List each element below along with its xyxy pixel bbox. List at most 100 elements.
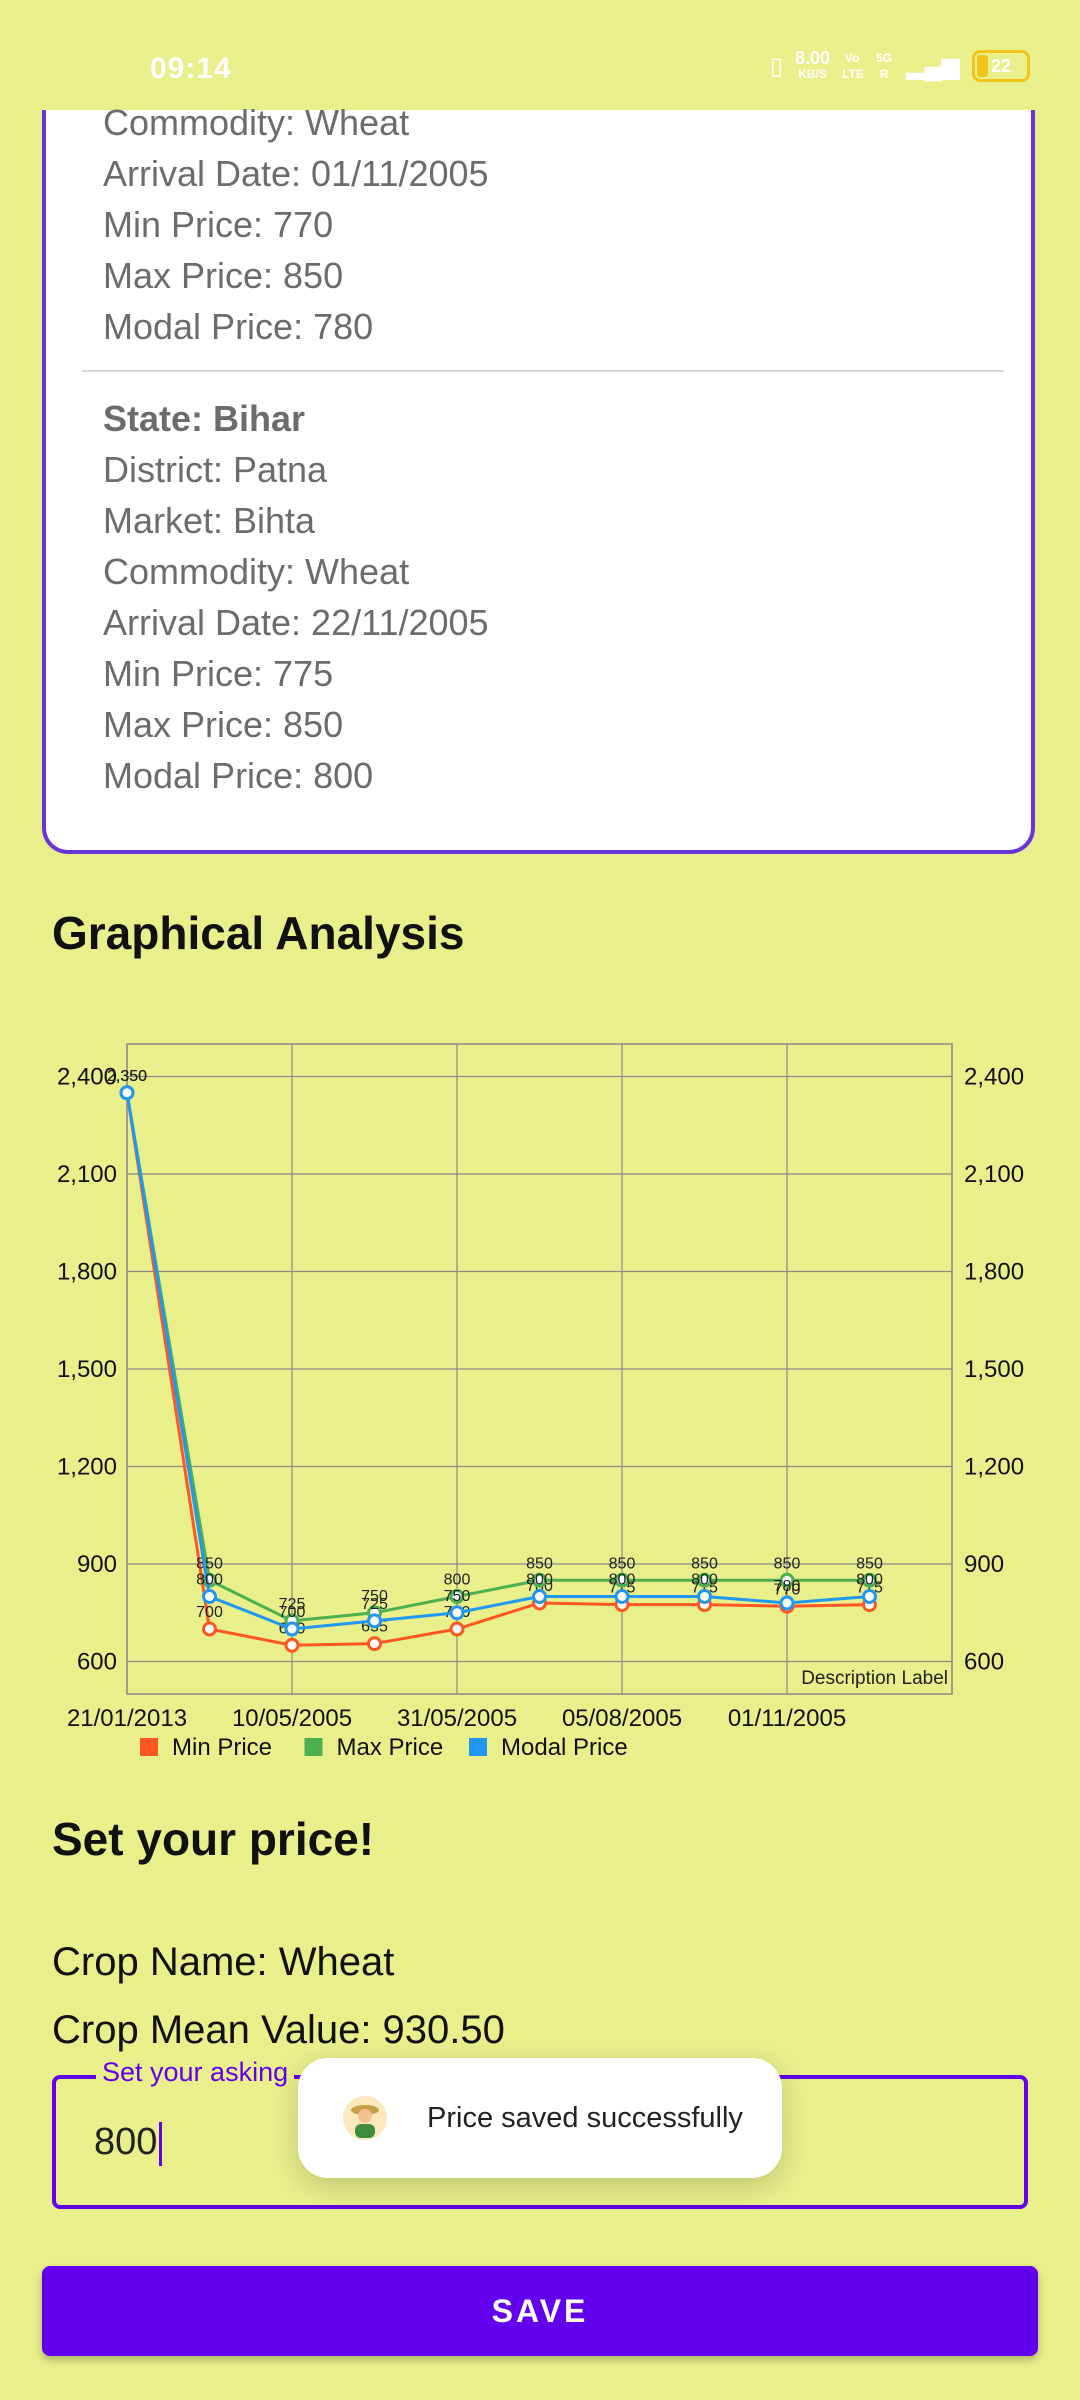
data-value-label: 750 [361, 1588, 388, 1605]
data-point [532, 1589, 547, 1604]
vibrate-icon: ▯ [769, 52, 784, 80]
net-speed: 8.00 KB/S [795, 48, 831, 81]
crop-mean-value: Crop Mean Value: 930.50 [52, 2008, 505, 2052]
y-tick-label-left: 900 [77, 1551, 117, 1578]
data-point [449, 1621, 465, 1637]
data-point [697, 1589, 712, 1604]
data-point [202, 1589, 217, 1604]
data-value-label: 850 [856, 1555, 883, 1572]
x-tick-label: 21/01/2013 [67, 1705, 187, 1732]
x-tick-label: 01/11/2005 [728, 1705, 846, 1732]
data-point [779, 1572, 795, 1588]
crop-name: Crop Name: Wheat [52, 1940, 395, 1984]
save-button[interactable]: SAVE [42, 2266, 1038, 2356]
data-point [284, 1621, 300, 1637]
data-value-label: 775 [856, 1580, 883, 1597]
toast-message: Price saved successfully [427, 2101, 743, 2134]
x-tick-label: 31/05/2005 [397, 1705, 517, 1732]
data-value-label: 770 [774, 1581, 801, 1598]
record-divider [82, 370, 1004, 372]
data-point [449, 1589, 465, 1604]
data-value-label: 850 [196, 1555, 223, 1572]
signal-icon: ▂▄▆ [906, 52, 960, 80]
legend-label: Max Price [337, 1734, 444, 1761]
legend-swatch [469, 1738, 487, 1756]
data-value-label: 780 [774, 1578, 801, 1595]
farmer-app-icon [343, 2096, 387, 2140]
data-value-label: 750 [444, 1588, 471, 1605]
legend-swatch [304, 1738, 323, 1756]
network-type: 5G R [876, 51, 893, 81]
y-tick-label-right: 600 [964, 1649, 1004, 1676]
data-value-label: 850 [774, 1555, 801, 1572]
text-caret [159, 2121, 163, 2166]
graphical-analysis-title: Graphical Analysis [52, 907, 465, 959]
series-line [125, 1092, 870, 1647]
data-value-label: 800 [856, 1572, 883, 1589]
data-point [367, 1636, 382, 1652]
series-line [125, 1092, 870, 1631]
data-value-label: 775 [609, 1580, 636, 1597]
y-tick-label-left: 2,400 [57, 1064, 117, 1091]
data-value-label: 725 [361, 1596, 388, 1613]
data-value-label: 775 [691, 1580, 718, 1597]
data-point [697, 1572, 712, 1588]
record-min-price: Min Price: 775 [103, 653, 334, 694]
data-value-label: 2,350 [107, 1068, 147, 1085]
legend-swatch [140, 1738, 158, 1756]
data-value-label: 2,350 [107, 1068, 147, 1085]
data-value-label: 800 [609, 1572, 636, 1589]
data-value-label: 800 [196, 1572, 223, 1589]
record-commodity: Commodity: Wheat [103, 102, 410, 143]
record-commodity: Commodity: Wheat [103, 551, 410, 592]
data-value-label: 700 [279, 1604, 306, 1621]
data-value-label: 850 [526, 1555, 553, 1572]
data-point [532, 1572, 547, 1588]
record-min-price: Min Price: 770 [103, 204, 334, 245]
price-line-chart[interactable]: 600 600 900 900 1,200 1,200 1,500 1,500 1,800 1,8… [0, 1020, 1080, 1770]
record-max-price: Max Price: 850 [103, 704, 344, 745]
data-value-label: 850 [609, 1555, 636, 1572]
data-point [862, 1572, 877, 1588]
record-modal-price: Modal Price: 800 [103, 755, 374, 796]
data-value-label: 800 [444, 1572, 471, 1589]
data-value-label: 700 [196, 1604, 223, 1621]
data-value-label: 725 [279, 1596, 306, 1613]
record-state: State: Bihar [103, 398, 306, 439]
data-point [119, 1085, 135, 1101]
data-point [367, 1613, 382, 1629]
y-tick-label-right: 1,200 [964, 1454, 1024, 1481]
data-value-label: 800 [526, 1572, 553, 1589]
y-tick-label-right: 2,100 [964, 1161, 1024, 1188]
data-point [862, 1589, 877, 1604]
legend-label: Min Price [172, 1734, 272, 1761]
asking-price-label: Set your asking [96, 2057, 295, 2088]
battery-icon: 22 [972, 50, 1030, 82]
y-tick-label-left: 2,100 [57, 1161, 117, 1188]
data-point [614, 1572, 630, 1588]
toast-notification: Price saved successfully [298, 2058, 782, 2178]
status-time: 09:14 [150, 52, 232, 85]
y-tick-label-left: 1,200 [57, 1454, 117, 1481]
data-point [202, 1621, 217, 1637]
record-market: Market: Bihta [103, 500, 316, 541]
data-point [779, 1595, 795, 1611]
data-point [614, 1589, 630, 1604]
y-tick-label-right: 1,800 [964, 1259, 1024, 1286]
record-district: District: Patna [103, 449, 328, 490]
record-arrival-date: Arrival Date: 01/11/2005 [103, 153, 489, 194]
status-icons: ▯ 8.00 KB/S Vo LTE 5G R ▂▄▆ 22 [769, 48, 1030, 82]
record-max-price: Max Price: 850 [103, 255, 344, 296]
y-tick-label-left: 1,500 [57, 1356, 117, 1383]
data-value-label: 800 [691, 1572, 718, 1589]
y-tick-label-left: 600 [77, 1649, 117, 1676]
record-arrival-date: Arrival Date: 22/11/2005 [103, 602, 489, 643]
data-point [284, 1637, 300, 1653]
set-price-title: Set your price! [52, 1813, 375, 1865]
y-tick-label-right: 1,500 [964, 1356, 1024, 1383]
status-bar: 09:14 ▯ 8.00 KB/S Vo LTE 5G R ▂▄▆ 22 [0, 0, 1080, 110]
asking-price-value[interactable]: 800 [94, 2121, 163, 2166]
market-records-card[interactable]: Commodity: Wheat Arrival Date: 01/11/200… [42, 102, 1035, 854]
data-value-label: 2,350 [107, 1068, 147, 1085]
y-tick-label-right: 900 [964, 1551, 1004, 1578]
